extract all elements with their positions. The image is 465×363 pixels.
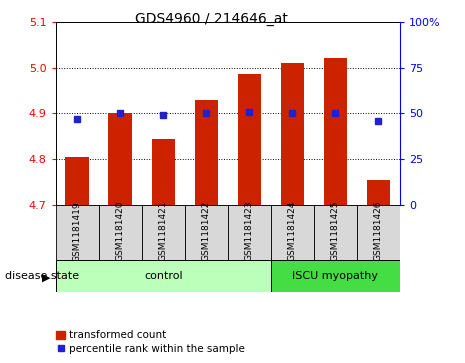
Bar bbox=[357, 205, 400, 260]
Text: GSM1181419: GSM1181419 bbox=[73, 201, 82, 262]
Text: ▶: ▶ bbox=[42, 272, 50, 282]
Text: GSM1181422: GSM1181422 bbox=[202, 201, 211, 261]
Text: GSM1181426: GSM1181426 bbox=[374, 201, 383, 261]
Bar bbox=[238, 74, 261, 205]
Bar bbox=[366, 180, 390, 205]
Text: GSM1181424: GSM1181424 bbox=[288, 201, 297, 261]
Bar bbox=[228, 205, 271, 260]
Bar bbox=[194, 100, 218, 205]
Bar bbox=[324, 58, 347, 205]
Legend: transformed count, percentile rank within the sample: transformed count, percentile rank withi… bbox=[52, 326, 249, 358]
Text: GSM1181425: GSM1181425 bbox=[331, 201, 340, 261]
Text: control: control bbox=[144, 271, 183, 281]
Bar bbox=[108, 113, 132, 205]
Bar bbox=[314, 205, 357, 260]
Text: GSM1181421: GSM1181421 bbox=[159, 201, 168, 261]
Bar bbox=[271, 205, 314, 260]
Text: GSM1181420: GSM1181420 bbox=[116, 201, 125, 261]
Bar bbox=[56, 205, 99, 260]
Bar bbox=[271, 260, 400, 292]
Bar bbox=[66, 157, 89, 205]
Text: GSM1181423: GSM1181423 bbox=[245, 201, 254, 261]
Text: GDS4960 / 214646_at: GDS4960 / 214646_at bbox=[135, 12, 288, 26]
Bar bbox=[56, 260, 271, 292]
Bar bbox=[280, 63, 304, 205]
Bar bbox=[99, 205, 142, 260]
Bar bbox=[152, 139, 175, 205]
Text: disease state: disease state bbox=[5, 271, 79, 281]
Text: ISCU myopathy: ISCU myopathy bbox=[292, 271, 379, 281]
Bar bbox=[142, 205, 185, 260]
Bar bbox=[185, 205, 228, 260]
